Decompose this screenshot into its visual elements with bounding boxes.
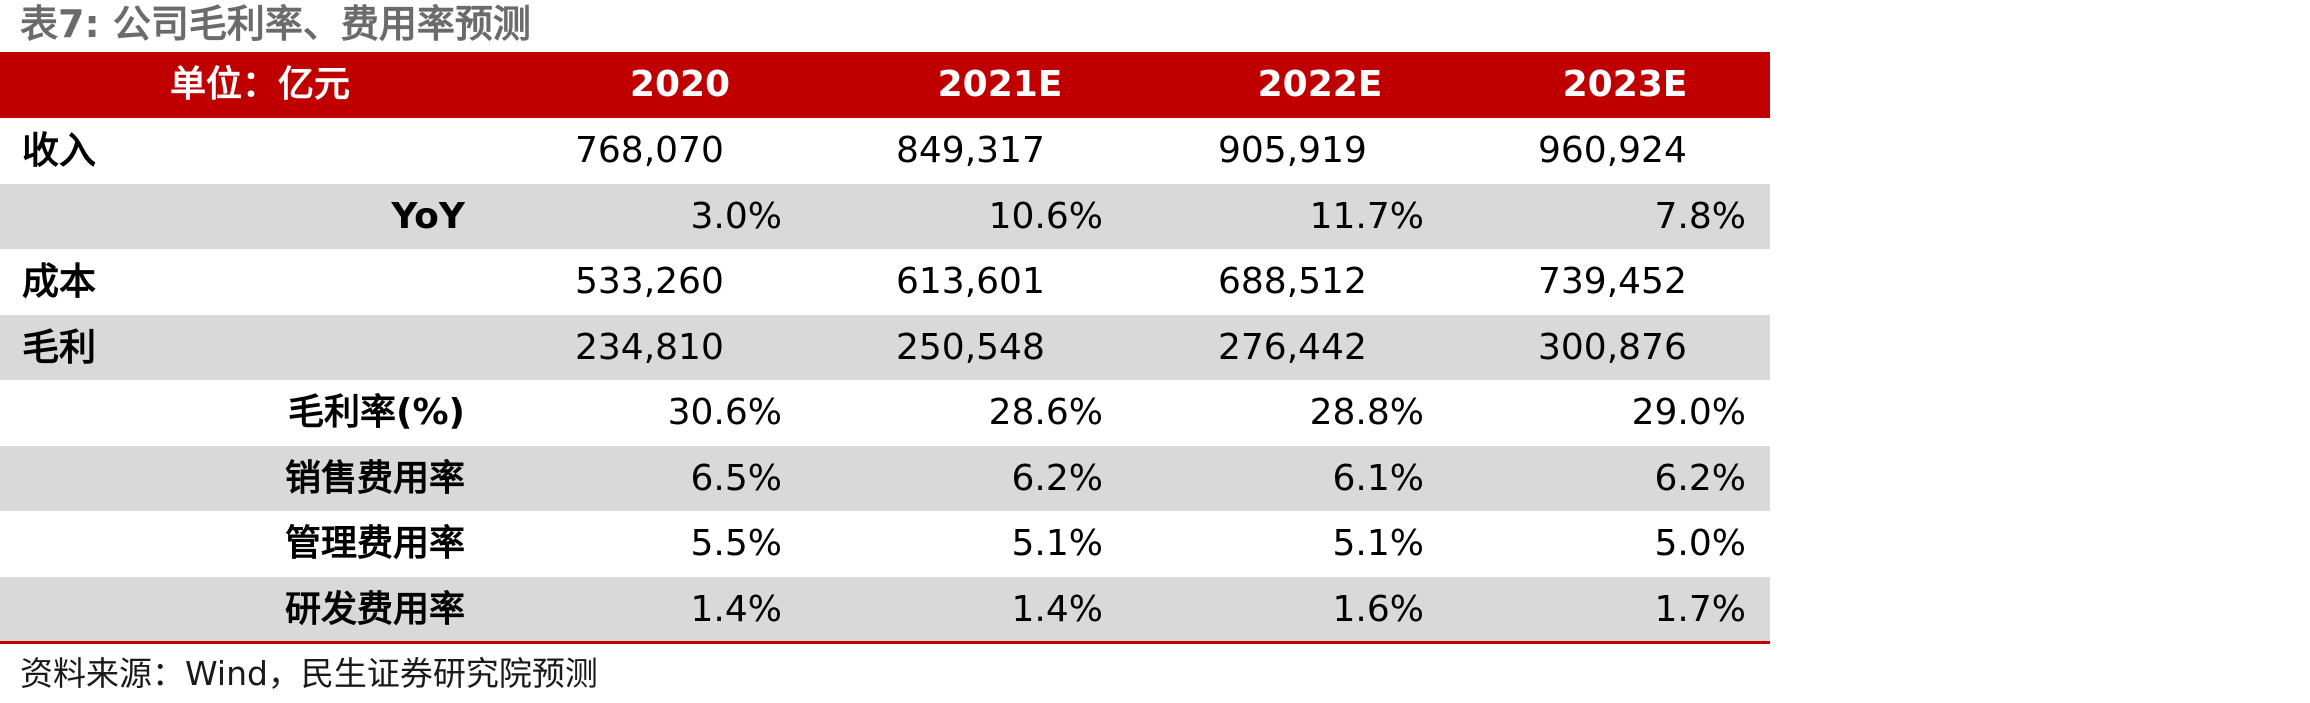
cell-gross-margin-2021e: 28.6% [988, 392, 1103, 433]
cell-cost-2022e: 688,512 [1218, 261, 1367, 302]
cell-admin-expense-2020: 5.5% [690, 523, 782, 564]
row-label-rd-expense-ratio: 研发费用率 [284, 588, 465, 630]
row-label-yoy: YoY [391, 195, 465, 237]
margin-expense-forecast-table: 单位：亿元 2020 2021E 2022E 2023E 收入 768,070 … [0, 52, 1770, 642]
cell-admin-expense-2023e: 5.0% [1654, 523, 1746, 564]
table-row-rd-expense-ratio: 研发费用率 1.4% 1.4% 1.6% 1.7% [0, 576, 1770, 642]
row-label-revenue: 收入 [22, 129, 96, 172]
cell-yoy-2023e: 7.8% [1654, 195, 1746, 237]
cell-gross-margin-2022e: 28.8% [1309, 392, 1424, 433]
table-row-cost: 成本 533,260 613,601 688,512 739,452 [0, 249, 1770, 315]
cell-revenue-2020: 768,070 [575, 130, 724, 171]
cell-revenue-2023e: 960,924 [1538, 130, 1687, 171]
row-label-admin-expense-ratio: 管理费用率 [284, 523, 465, 564]
cell-gross-profit-2021e: 250,548 [896, 326, 1045, 368]
cell-selling-expense-2021e: 6.2% [1011, 457, 1103, 499]
table-bottom-rule [0, 641, 1770, 644]
cell-admin-expense-2022e: 5.1% [1332, 523, 1424, 564]
cell-yoy-2022e: 11.7% [1309, 195, 1424, 237]
table-row-revenue: 收入 768,070 849,317 905,919 960,924 [0, 118, 1770, 184]
source-note: 资料来源：Wind，民生证券研究院预测 [20, 654, 598, 693]
cell-revenue-2021e: 849,317 [896, 130, 1045, 171]
cell-selling-expense-2022e: 6.1% [1332, 457, 1424, 499]
table-row-gross-margin: 毛利率(%) 30.6% 28.6% 28.8% 29.0% [0, 380, 1770, 446]
cell-gross-margin-2020: 30.6% [667, 392, 782, 433]
header-year-2023e: 2023E [1562, 64, 1688, 105]
table-row-admin-expense-ratio: 管理费用率 5.5% 5.1% 5.1% 5.0% [0, 511, 1770, 577]
cell-rd-expense-2023e: 1.7% [1654, 588, 1746, 630]
cell-cost-2020: 533,260 [575, 261, 724, 302]
header-year-2021e: 2021E [937, 64, 1063, 105]
cell-gross-profit-2023e: 300,876 [1538, 326, 1687, 368]
cell-rd-expense-2021e: 1.4% [1011, 588, 1103, 630]
table-row-yoy: YoY 3.0% 10.6% 11.7% 7.8% [0, 183, 1770, 249]
header-year-2022e: 2022E [1257, 64, 1383, 105]
cell-cost-2021e: 613,601 [896, 261, 1045, 302]
cell-rd-expense-2022e: 1.6% [1332, 588, 1424, 630]
table-row-gross-profit: 毛利 234,810 250,548 276,442 300,876 [0, 314, 1770, 380]
cell-gross-margin-2023e: 29.0% [1631, 392, 1746, 433]
table-title: 表7: 公司毛利率、费用率预测 [20, 2, 531, 46]
header-year-2020: 2020 [629, 64, 731, 105]
cell-admin-expense-2021e: 5.1% [1011, 523, 1103, 564]
table-header-row: 单位：亿元 2020 2021E 2022E 2023E [0, 52, 1770, 118]
cell-selling-expense-2023e: 6.2% [1654, 457, 1746, 499]
table-row-selling-expense-ratio: 销售费用率 6.5% 6.2% 6.1% 6.2% [0, 445, 1770, 511]
header-unit: 单位：亿元 [169, 64, 350, 105]
row-label-selling-expense-ratio: 销售费用率 [284, 457, 465, 499]
row-label-gross-margin: 毛利率(%) [288, 392, 465, 433]
cell-yoy-2020: 3.0% [690, 195, 782, 237]
cell-cost-2023e: 739,452 [1538, 261, 1687, 302]
row-label-gross-profit: 毛利 [22, 325, 96, 369]
cell-gross-profit-2020: 234,810 [575, 326, 724, 368]
row-label-cost: 成本 [22, 260, 96, 303]
cell-rd-expense-2020: 1.4% [690, 588, 782, 630]
cell-revenue-2022e: 905,919 [1218, 130, 1367, 171]
cell-yoy-2021e: 10.6% [988, 195, 1103, 237]
cell-gross-profit-2022e: 276,442 [1218, 326, 1367, 368]
cell-selling-expense-2020: 6.5% [690, 457, 782, 499]
